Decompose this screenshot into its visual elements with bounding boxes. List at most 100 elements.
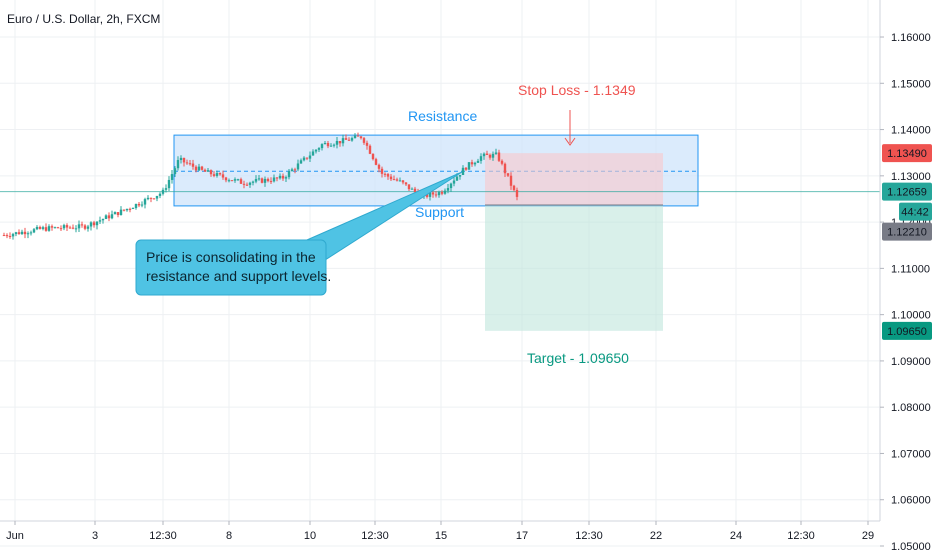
stop-loss-label: Stop Loss - 1.1349: [518, 82, 636, 98]
candle-down: [392, 179, 396, 181]
candle-up: [254, 179, 258, 182]
price-axis: 1.05000 1.06000 1.07000 1.08000 1.09000 1.100…: [880, 32, 931, 550]
candle-down: [182, 157, 186, 163]
price-tick-label: 1.06000: [891, 495, 931, 507]
candle-up: [248, 182, 252, 185]
candle-down: [389, 176, 393, 180]
candle-down: [371, 153, 375, 160]
candle-up: [47, 226, 51, 231]
candle-down: [338, 140, 342, 144]
candle-down: [209, 170, 213, 175]
candle-up: [170, 174, 174, 180]
current-price-tag: 1.12659: [882, 182, 932, 201]
candle-up: [296, 163, 300, 170]
candle-up: [62, 225, 66, 229]
candle-up: [437, 192, 441, 196]
candle-down: [218, 173, 222, 175]
candle-up: [329, 145, 333, 147]
candle-up: [86, 226, 90, 229]
candle-down: [92, 222, 96, 226]
candle-up: [11, 234, 15, 237]
candle-up: [467, 162, 471, 170]
time-axis: Jun 3 12:30 8 10 12:30 15 17 12:30 22 24 12:30 29: [6, 521, 874, 542]
candle-down: [239, 179, 243, 184]
candle-up: [233, 179, 237, 181]
candle-down: [245, 184, 249, 186]
candle-up: [476, 160, 480, 163]
candle-up: [272, 177, 276, 182]
candle-down: [17, 232, 21, 235]
candle-up: [215, 173, 219, 176]
candle-down: [401, 180, 405, 183]
stop-loss-box[interactable]: [485, 153, 663, 205]
price-tick-label: 1.07000: [891, 448, 931, 460]
candle-down: [224, 177, 228, 181]
candle-down: [404, 182, 408, 185]
candle-down: [221, 174, 225, 178]
candle-up: [479, 156, 483, 161]
candle-down: [212, 174, 216, 176]
candle-up: [341, 138, 345, 144]
candle-down: [200, 166, 204, 170]
candle-up: [320, 144, 324, 149]
price-tick-label: 1.16000: [891, 32, 931, 44]
candle-down: [305, 157, 309, 159]
candle-up: [398, 180, 402, 182]
time-tick-label: Jun: [6, 530, 24, 542]
candle-up: [482, 153, 486, 157]
candle-down: [365, 142, 369, 146]
candle-up: [350, 138, 354, 141]
target-box[interactable]: [485, 204, 663, 331]
candle-up: [104, 215, 108, 219]
candle-up: [53, 227, 57, 229]
candle-down: [23, 231, 27, 235]
callout-box[interactable]: [135, 239, 327, 296]
candle-up: [143, 199, 147, 205]
candle-down: [485, 153, 489, 155]
svg-text:1.13490: 1.13490: [887, 148, 927, 160]
candle-down: [203, 169, 207, 172]
candle-up: [317, 148, 321, 150]
candle-down: [326, 143, 330, 147]
price-tick-label: 1.14000: [891, 125, 931, 137]
candle-down: [512, 185, 516, 190]
candle-down: [80, 224, 84, 226]
candle-up: [29, 232, 33, 234]
candle-down: [188, 163, 192, 165]
candle-up: [26, 233, 30, 235]
candle-up: [263, 178, 267, 183]
candle-down: [470, 162, 474, 165]
candle-down: [275, 177, 279, 179]
candle-up: [251, 181, 255, 183]
price-tick-label: 1.08000: [891, 402, 931, 414]
candle-down: [440, 192, 444, 194]
candle-up: [332, 144, 336, 146]
time-tick-label: 12:30: [149, 530, 177, 542]
candle-down: [293, 169, 297, 171]
candle-down: [260, 178, 264, 183]
candle-up: [236, 179, 240, 181]
time-tick-label: 17: [516, 530, 528, 542]
stop-loss-arrow-head: [564, 137, 576, 146]
candle-up: [77, 224, 81, 229]
candle-down: [506, 173, 510, 176]
time-tick-label: 24: [730, 530, 742, 542]
candle-up: [113, 212, 117, 215]
candle-down: [194, 166, 198, 171]
candle-down: [191, 163, 195, 167]
candle-up: [167, 179, 171, 189]
candle-down: [8, 235, 12, 237]
candle-up: [155, 195, 159, 199]
candle-up: [473, 162, 477, 165]
candle-up: [146, 197, 150, 200]
candle-down: [434, 194, 438, 196]
candle-down: [68, 227, 72, 229]
candle-down: [431, 192, 435, 195]
candle-up: [14, 232, 18, 235]
candle-down: [149, 197, 153, 199]
candle-up: [179, 157, 183, 161]
time-tick-label: 10: [304, 530, 316, 542]
candle-down: [413, 188, 417, 193]
target-label: Target - 1.09650: [527, 350, 629, 366]
